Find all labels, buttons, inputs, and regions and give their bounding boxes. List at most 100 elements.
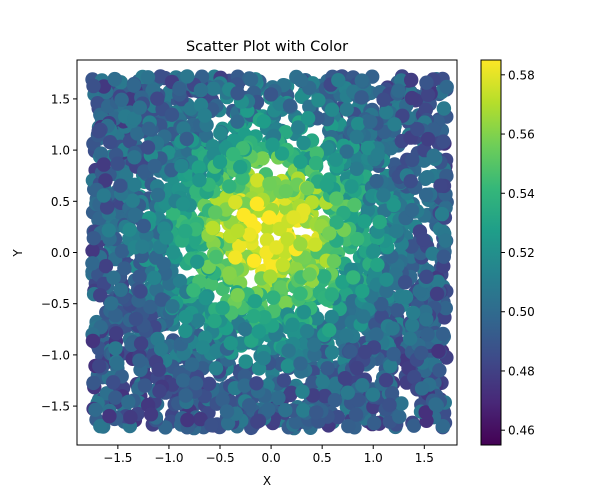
scatter-point	[420, 327, 435, 342]
scatter-point	[293, 73, 309, 88]
scatter-point	[106, 270, 121, 285]
scatter-point	[192, 173, 207, 188]
scatter-point	[350, 360, 365, 376]
scatter-point	[324, 102, 340, 117]
scatter-point	[121, 394, 136, 410]
scatter-point	[96, 157, 112, 172]
scatter-point	[98, 259, 114, 274]
scatter-point	[201, 376, 217, 391]
scatter-point	[178, 323, 193, 339]
scatter-point	[133, 336, 149, 351]
scatter-point	[118, 167, 134, 183]
scatter-point	[355, 283, 370, 299]
scatter-point	[378, 373, 394, 388]
scatter-point	[193, 411, 208, 427]
scatter-point	[242, 398, 257, 413]
scatter-point	[335, 274, 350, 290]
scatter-point	[414, 381, 430, 396]
scatter-point	[230, 114, 245, 129]
scatter-point	[193, 82, 209, 98]
scatter-point	[152, 384, 167, 399]
scatter-point	[330, 409, 345, 425]
scatter-point	[113, 178, 128, 193]
scatter-point	[164, 107, 180, 122]
scatter-point	[405, 318, 420, 333]
scatter-point	[296, 304, 312, 320]
scatter-point	[249, 376, 264, 391]
scatter-point	[263, 269, 278, 284]
scatter-point	[251, 324, 266, 339]
scatter-point	[114, 244, 130, 259]
scatter-point	[280, 358, 296, 374]
scatter-point	[243, 72, 259, 87]
scatter-point	[295, 384, 310, 399]
colorbar-tick-label: 0.52	[508, 246, 535, 260]
scatter-point	[201, 259, 216, 274]
scatter-point	[228, 195, 243, 210]
scatter-point	[271, 390, 286, 406]
scatter-point	[102, 408, 117, 424]
scatter-point	[347, 197, 362, 213]
scatter-point	[405, 152, 420, 168]
scatter-point	[91, 124, 106, 139]
scatter-point	[266, 290, 281, 305]
scatter-point	[403, 174, 418, 189]
scatter-point	[86, 375, 101, 391]
scatter-point	[278, 295, 293, 311]
scatter-point	[285, 317, 300, 332]
scatter-point	[238, 354, 253, 369]
scatter-point	[410, 122, 425, 137]
scatter-point	[130, 126, 145, 141]
scatter-point	[317, 269, 332, 284]
scatter-point	[140, 140, 156, 155]
scatter-point	[108, 341, 123, 356]
colorbar-tick-label: 0.46	[508, 424, 535, 438]
colorbar-tick-label: 0.48	[508, 364, 535, 378]
scatter-point	[322, 226, 337, 241]
scatter-point	[114, 92, 129, 108]
scatter-point	[92, 358, 107, 374]
scatter-point	[208, 361, 224, 376]
scatter-point	[425, 246, 440, 261]
scatter-point	[309, 311, 325, 326]
scatter-point	[143, 407, 159, 422]
scatter-point	[249, 196, 265, 211]
scatter-point	[156, 256, 171, 271]
scatter-point	[150, 187, 166, 203]
scatter-point	[357, 344, 373, 360]
scatter-point	[117, 261, 132, 276]
scatter-point	[132, 269, 147, 284]
x-tick-label: 0.5	[313, 451, 332, 465]
scatter-point	[178, 223, 193, 239]
scatter-point	[420, 170, 435, 185]
scatter-point	[376, 92, 391, 107]
scatter-point	[327, 393, 343, 408]
scatter-point	[128, 311, 144, 327]
scatter-point	[166, 206, 181, 221]
scatter-point	[122, 222, 137, 237]
scatter-point	[349, 129, 364, 145]
scatter-point	[174, 158, 189, 174]
scatter-point	[154, 292, 169, 307]
scatter-point	[85, 256, 100, 271]
scatter-point	[93, 418, 108, 434]
x-tick-label: −0.5	[205, 451, 234, 465]
scatter-point	[324, 287, 339, 302]
scatter-point	[299, 324, 315, 339]
scatter-point	[108, 390, 123, 405]
scatter-point	[343, 344, 358, 359]
scatter-point	[349, 161, 364, 176]
scatter-point	[172, 81, 187, 97]
scatter-point	[419, 269, 434, 284]
scatter-point	[98, 173, 113, 188]
scatter-point	[208, 249, 224, 265]
scatter-point	[93, 288, 108, 303]
scatter-point	[159, 230, 174, 245]
scatter-point	[379, 272, 394, 287]
scatter-point	[435, 419, 451, 434]
scatter-point	[242, 227, 257, 242]
scatter-point	[391, 83, 406, 98]
scatter-point	[147, 158, 162, 174]
scatter-point	[126, 78, 142, 93]
y-tick-label: 1.5	[51, 92, 70, 106]
